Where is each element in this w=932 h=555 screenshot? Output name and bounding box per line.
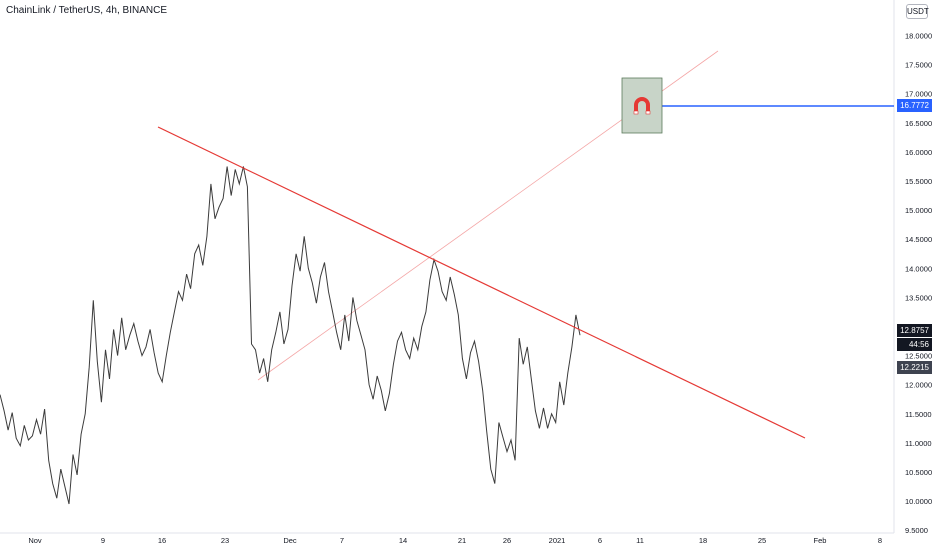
x-tick-label: 6 <box>598 536 602 545</box>
y-tick-label: 17.5000 <box>905 61 932 70</box>
y-tick-label: 12.5000 <box>905 352 932 361</box>
x-tick-label: 21 <box>458 536 466 545</box>
target-price-badge: 16.7772 <box>897 99 932 112</box>
x-tick-label: Dec <box>283 536 297 545</box>
x-tick-label: 11 <box>636 536 644 545</box>
x-tick-label: 9 <box>101 536 105 545</box>
magnet-marker[interactable] <box>621 77 663 134</box>
magnet-icon <box>633 97 651 115</box>
y-tick-label: 9.5000 <box>905 526 928 535</box>
countdown-badge: 44:56 <box>897 338 932 351</box>
y-tick-label: 14.5000 <box>905 235 932 244</box>
x-tick-label: 8 <box>878 536 882 545</box>
chart-title: ChainLink / TetherUS, 4h, BINANCE <box>6 5 168 16</box>
y-tick-label: 17.0000 <box>905 90 932 99</box>
y-tick-label: 12.0000 <box>905 381 932 390</box>
x-tick-label: 2021 <box>549 536 566 545</box>
y-tick-label: 15.0000 <box>905 206 932 215</box>
x-tick-label: Feb <box>814 536 827 545</box>
y-tick-label: 10.5000 <box>905 468 932 477</box>
x-tick-label: 23 <box>221 536 229 545</box>
x-tick-label: 26 <box>503 536 511 545</box>
y-tick-label: 11.5000 <box>905 410 932 419</box>
y-tick-label: 18.0000 <box>905 32 932 41</box>
y-tick-label: 13.5000 <box>905 293 932 302</box>
currency-button[interactable]: USDT <box>906 4 929 19</box>
y-tick-label: 11.0000 <box>905 439 932 448</box>
y-tick-label: 15.5000 <box>905 177 932 186</box>
price-line <box>0 166 581 505</box>
x-tick-label: 7 <box>340 536 344 545</box>
x-tick-label: 16 <box>158 536 166 545</box>
x-tick-label: 18 <box>699 536 707 545</box>
y-tick-label: 10.0000 <box>905 497 932 506</box>
y-tick-label: 16.5000 <box>905 119 932 128</box>
time-axis[interactable]: Nov 9 16 23 Dec 7 14 21 26 2021 6 11 18 25 Feb 8 <box>28 536 882 545</box>
y-tick-label: 14.0000 <box>905 264 932 273</box>
x-tick-label: 25 <box>758 536 766 545</box>
last-price-badge: 12.8757 <box>897 324 932 337</box>
y-tick-label: 16.0000 <box>905 148 932 157</box>
x-tick-label: 14 <box>399 536 407 545</box>
descending-trendline[interactable] <box>157 126 806 439</box>
previous-close-badge: 12.2215 <box>897 361 932 374</box>
x-tick-label: Nov <box>28 536 42 545</box>
magnet-box[interactable] <box>621 77 663 134</box>
